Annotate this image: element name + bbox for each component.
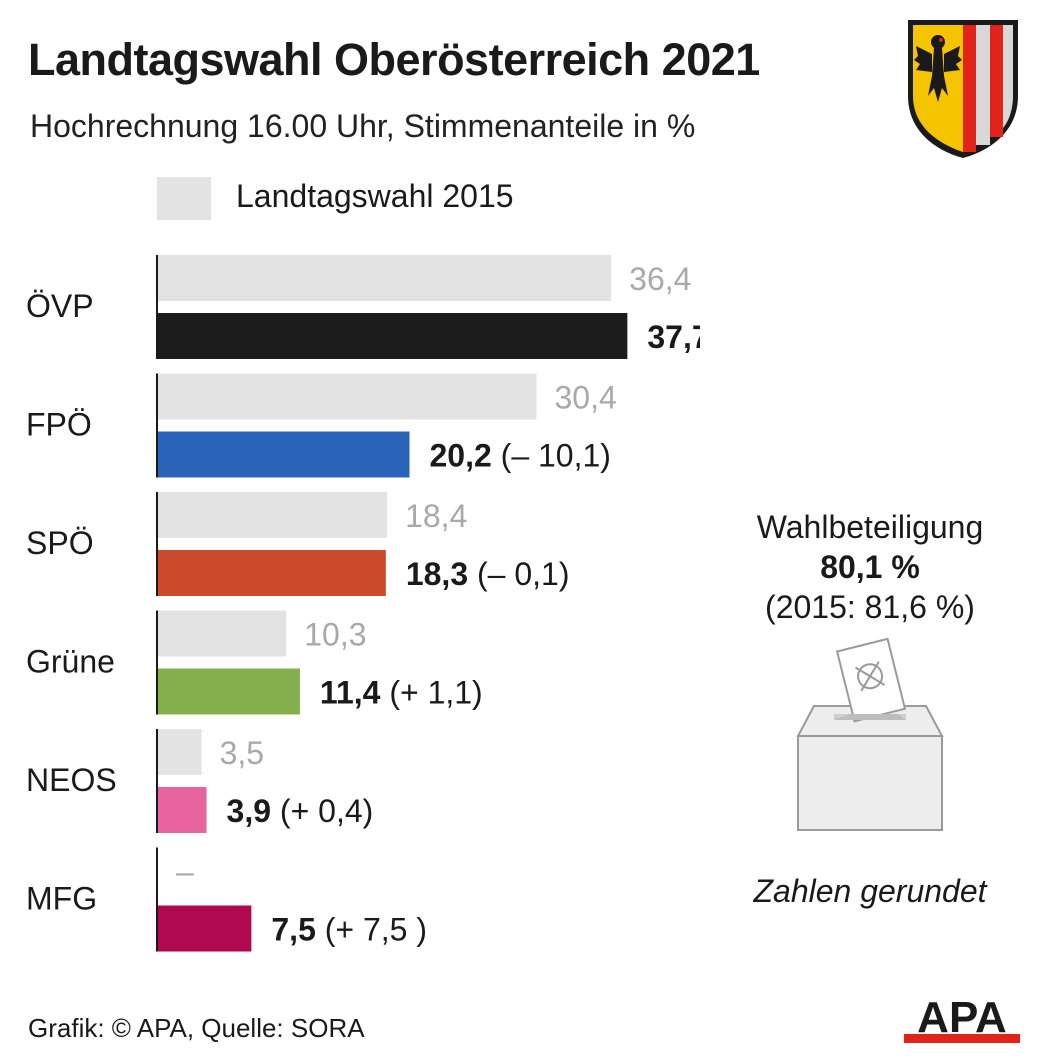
- source-credit: Grafik: © APA, Quelle: SORA: [28, 1013, 365, 1043]
- bar-2015-label: 36,4: [629, 261, 691, 297]
- bar-2021-label: 7,5 (+ 7,5 ): [271, 912, 427, 948]
- rounding-note: Zahlen gerundet: [753, 873, 987, 909]
- bar-2021-change: (– 0,1): [468, 556, 569, 592]
- bar-2021-value: 37,7: [647, 319, 700, 355]
- bar-2021-label: 37,7 (+ 1,3): [647, 319, 700, 355]
- bar-2021-label: 11,4 (+ 1,1): [320, 675, 483, 711]
- bar-2021-value: 3,9: [227, 793, 271, 829]
- apa-logo-bar: [904, 1034, 1020, 1043]
- bar-2021-label: 20,2 (– 10,1): [429, 438, 610, 474]
- apa-logo: APA: [904, 994, 1020, 1043]
- legend-swatch-2015: [157, 177, 211, 220]
- turnout-label: Wahlbeteiligung: [756, 509, 984, 545]
- bar-2021-label: 3,9 (+ 0,4): [227, 793, 374, 829]
- category-label: MFG: [26, 881, 97, 917]
- bar-2021: [158, 905, 252, 952]
- chart-title: Landtagswahl Oberösterreich 2021: [28, 34, 760, 85]
- bar-2021-change: (+ 7,5 ): [316, 912, 427, 948]
- category-label: ÖVP: [26, 288, 94, 324]
- bar-2021-value: 7,5: [271, 912, 315, 948]
- category-label: FPÖ: [26, 407, 92, 443]
- bar-2015: [158, 255, 612, 301]
- bar-2021-label: 18,3 (– 0,1): [406, 556, 570, 592]
- bar-2015-label: 30,4: [554, 380, 616, 416]
- chart-subtitle: Hochrechnung 16.00 Uhr, Stimmenanteile i…: [30, 108, 696, 144]
- turnout-panel: Wahlbeteiligung 80,1 % (2015: 81,6 %): [700, 507, 1040, 627]
- category-label: SPÖ: [26, 525, 94, 561]
- bar-2021: [158, 787, 207, 833]
- bar-2015: [158, 610, 287, 657]
- bar-chart: ÖVP 36,4 37,7 (+ 1,3) FPÖ 30,4 20,2 (– 10,1) S…: [26, 255, 700, 952]
- bar-2021-change: (+ 1,1): [380, 675, 482, 711]
- bar-2015-label: 18,4: [405, 498, 467, 534]
- turnout-value: 80,1 %: [820, 549, 920, 585]
- bar-2021-value: 18,3: [406, 556, 468, 592]
- category-label: NEOS: [26, 762, 117, 798]
- turnout-previous: (2015: 81,6 %): [765, 589, 975, 625]
- bar-2021-change: (+ 0,4): [271, 793, 373, 829]
- category-label: Grüne: [26, 644, 115, 680]
- bar-2015: [158, 492, 388, 538]
- bar-2021: [158, 431, 410, 478]
- bar-2015: [158, 729, 202, 775]
- ballot-box-icon: [796, 637, 944, 831]
- bar-2015-label: 10,3: [304, 617, 366, 653]
- bar-2015-label: 3,5: [220, 735, 264, 771]
- bar-2015-label: –: [176, 854, 194, 890]
- bar-2021-value: 20,2: [429, 438, 491, 474]
- bar-2021-value: 11,4: [320, 675, 381, 711]
- upper-austria-crest-icon: [908, 20, 1018, 158]
- bar-2021: [158, 313, 628, 359]
- bar-2015: [158, 373, 537, 420]
- bar-2021: [158, 668, 300, 715]
- bar-2021-change: (– 10,1): [492, 438, 611, 474]
- legend-label-2015: Landtagswahl 2015: [236, 178, 514, 214]
- bar-2021: [158, 550, 386, 596]
